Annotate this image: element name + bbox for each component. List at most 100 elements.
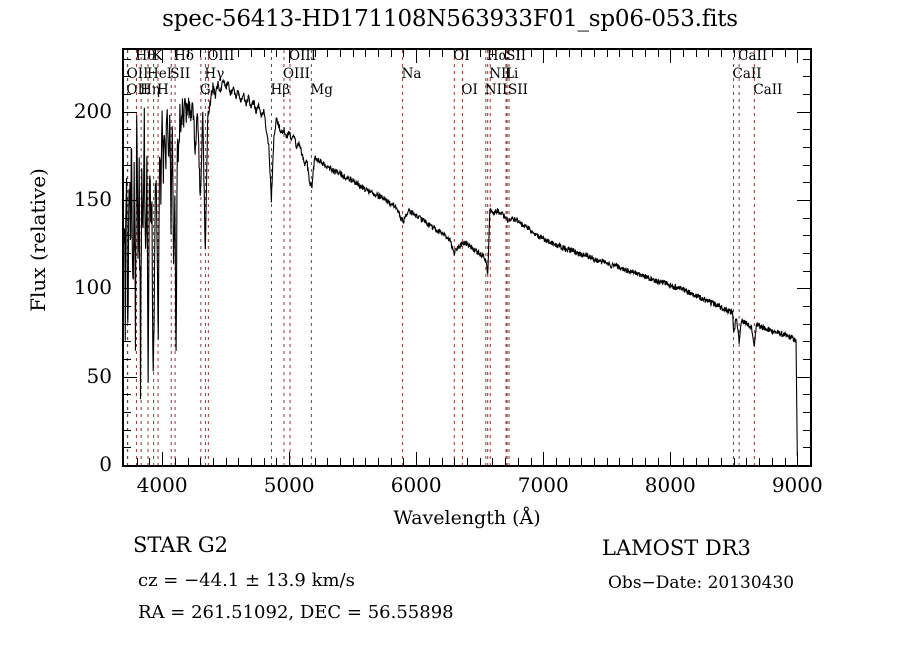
x-minor-tick xyxy=(263,458,265,465)
x-minor-tick-top xyxy=(339,50,341,57)
y-major-tick-right xyxy=(797,200,810,202)
x-minor-tick xyxy=(327,458,329,465)
y-minor-tick-right xyxy=(803,129,810,131)
x-minor-tick xyxy=(339,458,341,465)
y-minor-tick xyxy=(124,235,131,237)
x-major-tick-top xyxy=(416,50,418,63)
x-minor-tick-top xyxy=(517,50,519,57)
line-label-h: Hγ xyxy=(204,66,225,82)
x-tick-label: 4000 xyxy=(136,473,188,497)
x-minor-tick xyxy=(301,458,303,465)
y-major-tick-right xyxy=(797,465,810,466)
x-minor-tick xyxy=(581,458,583,465)
x-minor-tick xyxy=(238,458,240,465)
y-minor-tick xyxy=(124,76,131,78)
x-minor-tick xyxy=(378,458,380,465)
x-minor-tick xyxy=(314,458,316,465)
y-major-tick-right xyxy=(797,288,810,290)
x-minor-tick xyxy=(212,458,214,465)
x-minor-tick-top xyxy=(238,50,240,57)
x-minor-tick xyxy=(594,458,596,465)
x-tick-label: 8000 xyxy=(644,473,696,497)
line-label-h: Hη xyxy=(140,82,161,98)
x-minor-tick xyxy=(276,458,278,465)
x-minor-tick xyxy=(467,458,468,465)
line-label-h: Hθ xyxy=(135,48,156,64)
x-minor-tick xyxy=(517,458,519,465)
x-minor-tick-top xyxy=(721,50,723,57)
x-minor-tick-top xyxy=(505,50,507,57)
y-major-tick-right xyxy=(797,111,810,113)
x-minor-tick-top xyxy=(759,50,761,57)
x-tick-label: 6000 xyxy=(390,473,442,497)
line-label-oiii: OIII xyxy=(207,48,235,64)
x-minor-tick-top xyxy=(746,50,748,57)
x-minor-tick xyxy=(657,458,659,465)
y-minor-tick-right xyxy=(803,341,810,343)
x-minor-tick xyxy=(771,458,773,465)
y-tick-label: 0 xyxy=(99,452,112,476)
x-minor-tick-top xyxy=(454,50,456,57)
x-minor-tick xyxy=(136,458,138,465)
x-major-tick xyxy=(162,452,164,465)
line-label-oi: OI xyxy=(461,82,478,98)
x-major-tick xyxy=(289,452,291,465)
y-minor-tick-right xyxy=(803,164,810,166)
x-minor-tick xyxy=(619,458,621,465)
x-minor-tick xyxy=(403,458,405,465)
y-minor-tick-right xyxy=(803,359,810,361)
page-title: spec-56413-HD171108N563933F01_sp06-053.f… xyxy=(162,6,738,32)
y-minor-tick-right xyxy=(803,323,810,325)
x-minor-tick-top xyxy=(225,50,227,57)
line-label-oi: OI xyxy=(453,48,470,64)
y-minor-tick xyxy=(124,323,131,325)
x-minor-tick-top xyxy=(200,50,202,57)
redshift-velocity-label: cz = −44.1 ± 13.9 km/s xyxy=(138,570,355,591)
line-label-h: Hα xyxy=(486,48,508,64)
x-minor-tick xyxy=(530,458,532,465)
x-minor-tick-top xyxy=(390,50,392,57)
spectrum-trace xyxy=(124,50,810,465)
x-minor-tick-top xyxy=(187,50,189,57)
line-label-caii: CaII xyxy=(753,82,783,98)
x-minor-tick xyxy=(606,458,608,465)
line-label-oiii: OIII xyxy=(282,66,311,82)
line-label-sii: SII xyxy=(170,66,191,82)
x-minor-tick-top xyxy=(594,50,596,57)
object-class-label: STAR G2 xyxy=(133,533,229,557)
x-minor-tick-top xyxy=(149,50,151,57)
y-tick-label: 50 xyxy=(86,363,112,388)
x-minor-tick-top xyxy=(378,50,380,57)
x-major-tick-top xyxy=(543,50,545,63)
x-minor-tick-top xyxy=(428,50,430,57)
y-axis-title: Flux (relative) xyxy=(26,168,50,312)
line-label-sii: SII xyxy=(506,48,527,64)
line-label-oii: OII xyxy=(126,82,149,98)
x-minor-tick-top xyxy=(771,50,773,57)
y-minor-tick xyxy=(124,359,131,361)
x-minor-tick xyxy=(733,458,735,465)
line-label-h: Hβ xyxy=(270,82,291,98)
x-minor-tick xyxy=(492,458,494,465)
y-minor-tick-right xyxy=(803,182,810,184)
y-minor-tick-right xyxy=(803,76,810,78)
y-minor-tick-right xyxy=(803,235,810,237)
x-minor-tick xyxy=(454,458,456,465)
x-minor-tick-top xyxy=(467,50,468,57)
x-minor-tick xyxy=(390,458,392,465)
x-minor-tick xyxy=(479,458,481,465)
x-minor-tick-top xyxy=(632,50,634,57)
x-minor-tick-top xyxy=(352,50,354,57)
y-minor-tick-right xyxy=(803,217,810,219)
x-minor-tick-top xyxy=(606,50,608,57)
line-label-sii: SII xyxy=(508,82,528,98)
y-major-tick xyxy=(124,465,137,466)
y-minor-tick xyxy=(124,58,131,60)
x-minor-tick xyxy=(632,458,634,465)
y-minor-tick xyxy=(124,253,131,255)
x-major-tick xyxy=(543,452,545,465)
line-label-na: Na xyxy=(401,66,422,82)
x-minor-tick-top xyxy=(555,50,557,57)
x-major-tick-top xyxy=(162,50,164,63)
